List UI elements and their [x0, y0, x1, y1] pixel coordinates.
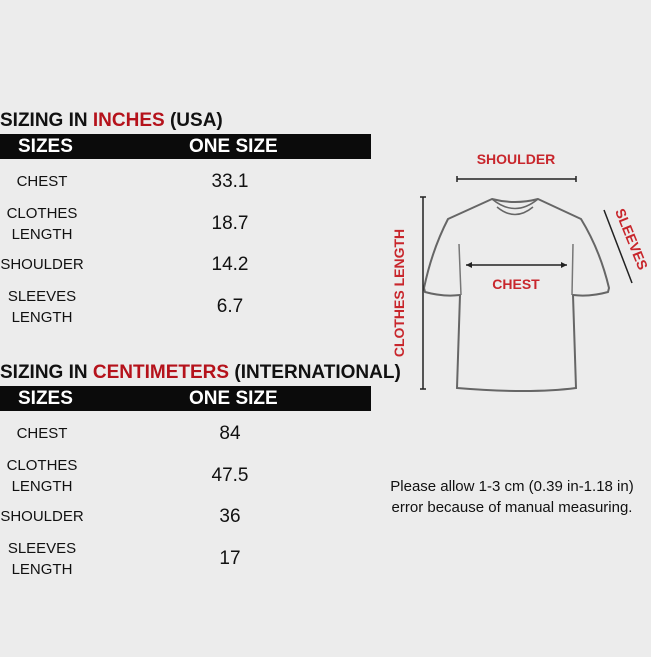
row-label: CHEST: [16, 173, 68, 190]
row-label: CLOTHES LENGTH: [6, 457, 78, 495]
row-label: SHOULDER: [0, 508, 84, 525]
tshirt-outline-icon: [422, 197, 611, 392]
clothes-length-label: CLOTHES LENGTH: [391, 229, 407, 357]
row-label: SHOULDER: [0, 256, 84, 273]
row-label: SIZING IN: [0, 110, 93, 131]
centimeters-table-header: SIZES ONE SIZE: [0, 386, 371, 411]
row-label: CHEST: [16, 425, 68, 442]
size-value: 36: [219, 506, 241, 527]
size-value: 84: [219, 423, 241, 444]
size-value: 6.7: [216, 296, 244, 317]
shoulder-label: SHOULDER: [477, 151, 556, 167]
chest-label: CHEST: [492, 276, 540, 292]
row-label: Please allow 1-3 cm (0.39 in-1.18 in): [390, 478, 634, 495]
size-value: 47.5: [211, 465, 249, 486]
size-value: 17: [219, 548, 241, 569]
row-label: SIZING IN: [0, 362, 93, 383]
size-value: 14.2: [211, 254, 249, 275]
centimeters-title: SIZING IN CENTIMETERS (INTERNATIONAL): [0, 362, 401, 384]
size-value: 18.7: [211, 213, 249, 234]
row-label: SLEEVES LENGTH: [7, 288, 77, 326]
row-label: CENTIMETERS: [92, 362, 230, 383]
row-label: (USA): [164, 110, 223, 131]
row-label: (INTERNATIONAL): [229, 362, 401, 383]
sizes-header: SIZES: [18, 388, 73, 409]
sizes-header: SIZES: [18, 136, 73, 157]
inches-title: SIZING IN INCHES (USA): [0, 110, 223, 132]
row-label: CLOTHES LENGTH: [6, 205, 78, 243]
row-label: SLEEVES LENGTH: [7, 540, 77, 578]
one-size-header: ONE SIZE: [189, 388, 278, 409]
row-label: error because of manual measuring.: [391, 499, 633, 516]
inches-table-header: SIZES ONE SIZE: [0, 134, 371, 159]
one-size-header: ONE SIZE: [189, 136, 278, 157]
row-label: INCHES: [92, 110, 165, 131]
sleeves-label: SLEEVES: [612, 206, 651, 272]
size-value: 33.1: [211, 171, 249, 192]
measurement-note: Please allow 1-3 cm (0.39 in-1.18 in) err…: [372, 476, 651, 518]
